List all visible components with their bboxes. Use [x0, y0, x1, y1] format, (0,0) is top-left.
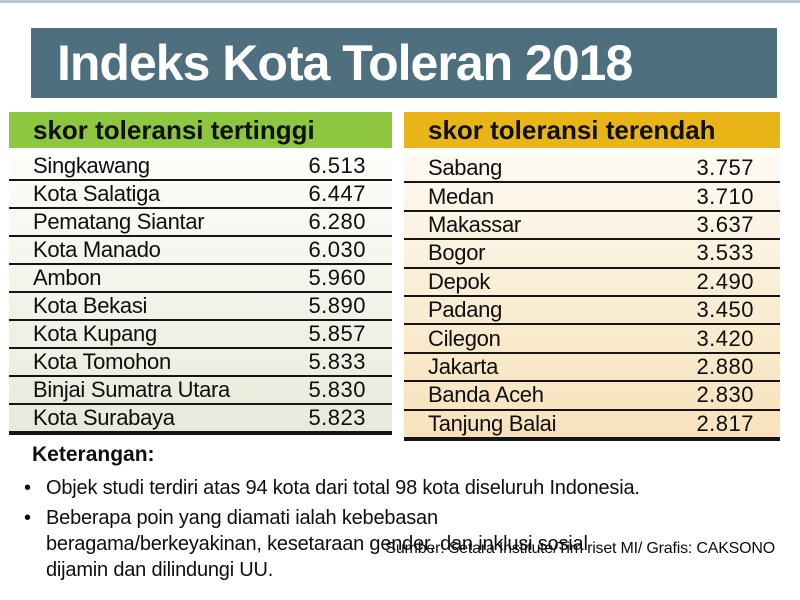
table-row: Depok 2.490: [404, 269, 780, 297]
city-name: Singkawang: [33, 153, 150, 178]
city-name: Binjai Sumatra Utara: [33, 377, 230, 402]
highest-scores-rows: Singkawang 6.513 Kota Salatiga 6.447 Pematan…: [9, 153, 392, 435]
table-row: Kota Kupang 5.857: [9, 321, 392, 349]
city-score: 3.757: [696, 155, 754, 181]
city-score: 5.890: [308, 293, 366, 318]
city-name: Makassar: [428, 211, 521, 237]
page-title: Indeks Kota Toleran 2018: [57, 35, 633, 91]
city-score: 6.280: [308, 209, 366, 234]
city-name: Depok: [428, 268, 491, 294]
notes-heading: Keterangan:: [32, 443, 155, 466]
city-name: Kota Manado: [33, 237, 161, 262]
note-text: Objek studi terdiri atas 94 kota dari to…: [46, 477, 640, 499]
table-row: Padang 3.450: [404, 297, 780, 326]
lowest-scores-header: skor toleransi terendah: [404, 112, 780, 148]
city-score: 5.830: [308, 377, 366, 402]
table-row: Bogor 3.533: [404, 240, 780, 269]
city-name: Tanjung Balai: [428, 410, 557, 436]
table-row: Singkawang 6.513: [9, 153, 392, 181]
table-row: Banda Aceh 2.830: [404, 382, 780, 411]
city-name: Pematang Siantar: [33, 209, 205, 234]
city-score: 6.513: [308, 153, 366, 178]
note-item: • Beberapa poin yang diamati ialah kebeb…: [24, 505, 764, 583]
city-score: 3.533: [696, 240, 754, 266]
table-row: Kota Surabaya 5.823: [9, 405, 392, 433]
city-score: 6.447: [308, 181, 366, 206]
city-name: Kota Tomohon: [33, 349, 171, 374]
city-name: Banda Aceh: [428, 382, 544, 408]
city-score: 2.830: [696, 382, 754, 408]
table-row: Kota Manado 6.030: [9, 237, 392, 265]
source-credit: Sumber: Setara Institute/Tim riset MI/ G…: [385, 540, 775, 557]
city-name: Cilegon: [428, 325, 501, 351]
city-score: 5.857: [308, 321, 366, 346]
table-row: Makassar 3.637: [404, 211, 780, 241]
table-row: Jakarta 2.880: [404, 353, 780, 383]
city-name: Medan: [428, 183, 494, 209]
city-name: Kota Salatiga: [33, 181, 160, 206]
city-score: 5.960: [308, 265, 366, 290]
city-score: 3.710: [696, 183, 754, 209]
lowest-scores-rows: Sabang 3.757 Medan 3.710 Makassar 3.637 Bogor 3…: [404, 155, 780, 441]
table-row: Sabang 3.757: [404, 155, 780, 184]
city-name: Kota Surabaya: [33, 405, 175, 430]
city-name: Sabang: [428, 155, 503, 181]
lowest-scores-table: skor toleransi terendah Sabang 3.757 Medan…: [404, 112, 780, 441]
title-bar: Indeks Kota Toleran 2018: [31, 28, 777, 98]
city-score: 5.833: [308, 349, 366, 374]
city-name: Jakarta: [428, 353, 499, 379]
city-score: 5.823: [308, 405, 366, 430]
city-score: 3.637: [696, 211, 754, 237]
table-row: Kota Salatiga 6.447: [9, 181, 392, 209]
bullet-icon: •: [24, 477, 32, 499]
table-row: Ambon 5.960: [9, 265, 392, 293]
table-row: Binjai Sumatra Utara 5.830: [9, 377, 392, 405]
highest-scores-table: skor toleransi tertinggi Singkawang 6.513…: [9, 112, 392, 435]
city-score: 3.420: [696, 325, 754, 351]
city-score: 6.030: [308, 237, 366, 262]
city-name: Kota Bekasi: [33, 293, 148, 318]
table-row: Medan 3.710: [404, 183, 780, 212]
bullet-icon: •: [24, 507, 32, 529]
note-item: • Objek studi terdiri atas 94 kota dari …: [24, 475, 764, 501]
city-name: Kota Kupang: [33, 321, 157, 346]
city-score: 3.450: [696, 297, 754, 323]
top-accent-strip: [0, 0, 800, 3]
notes-section: Keterangan: • Objek studi terdiri atas 9…: [24, 443, 764, 587]
table-row: Pematang Siantar 6.280: [9, 209, 392, 237]
note-text: Beberapa poin yang diamati ialah kebebas…: [46, 507, 588, 581]
table-row: Tanjung Balai 2.817: [404, 411, 780, 439]
highest-scores-header: skor toleransi tertinggi: [9, 112, 392, 148]
city-name: Ambon: [33, 265, 102, 290]
city-score: 2.817: [696, 410, 754, 436]
city-name: Bogor: [428, 240, 486, 266]
table-row: Kota Tomohon 5.833: [9, 349, 392, 377]
table-row: Kota Bekasi 5.890: [9, 293, 392, 321]
city-name: Padang: [428, 297, 503, 323]
city-score: 2.490: [696, 268, 754, 294]
table-row: Cilegon 3.420: [404, 325, 780, 354]
city-score: 2.880: [696, 353, 754, 379]
